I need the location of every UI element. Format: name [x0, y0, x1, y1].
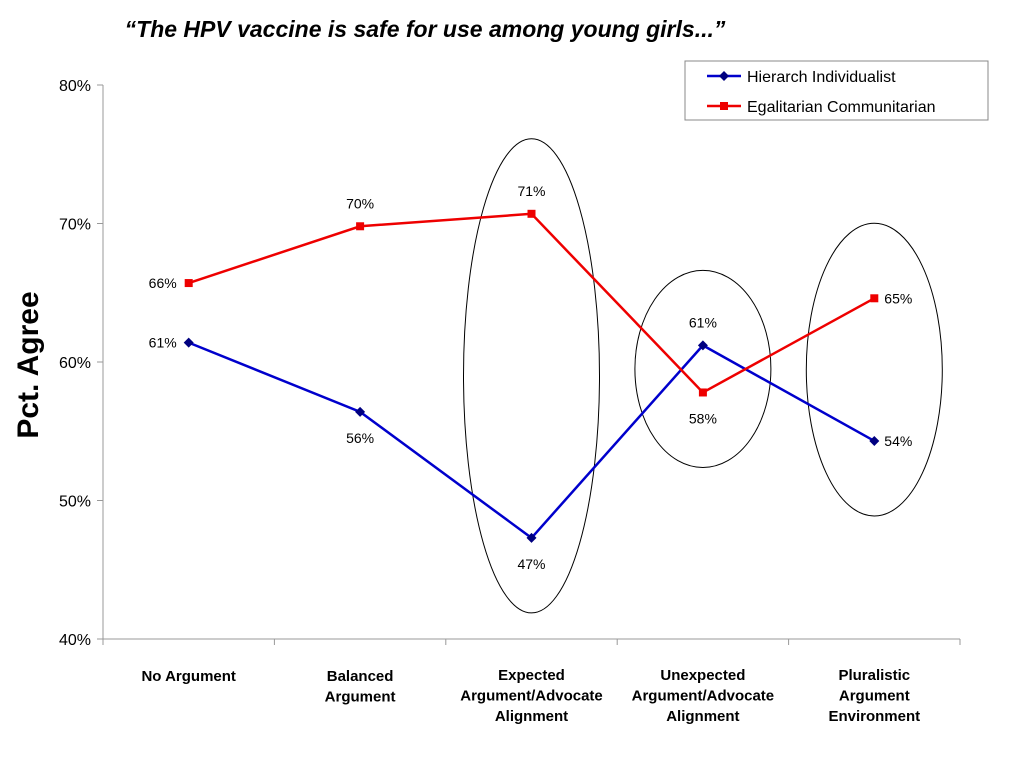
data-point [184, 279, 193, 288]
data-label: 65% [884, 290, 912, 306]
data-label: 71% [517, 183, 545, 199]
data-label: 61% [689, 314, 717, 330]
legend-entry-label: Egalitarian Communitarian [747, 99, 936, 116]
highlight-ellipse [634, 269, 772, 468]
x-tick-label: Balanced Argument [325, 668, 396, 706]
legend-entry-label: Hierarch Individualist [747, 69, 896, 86]
data-point [355, 406, 366, 417]
data-label: 58% [689, 410, 717, 426]
data-point [697, 340, 708, 351]
y-tick-label: 40% [59, 632, 91, 649]
y-axis-label: Pct. Agree [12, 291, 45, 438]
y-tick-label: 60% [59, 355, 91, 372]
y-tick-label: 70% [59, 217, 91, 234]
data-label: 54% [884, 433, 912, 449]
data-point [356, 222, 365, 231]
x-tick-label: Pluralistic Argument Environment [828, 667, 920, 725]
highlight-ellipses [463, 138, 943, 614]
series-line [188, 212, 875, 395]
x-tick-label: Expected Argument/Advocate Alignment [460, 667, 603, 725]
series-line [188, 341, 875, 540]
data-label: 66% [149, 275, 177, 291]
legend-swatch-marker [719, 71, 729, 81]
data-point [698, 388, 707, 397]
series-layer: 61% 56% 47% 61% 54% 66% 70% 71% 58% 65% [149, 183, 913, 572]
y-tick-label: 50% [59, 494, 91, 511]
data-label: 56% [346, 430, 374, 446]
data-label: 70% [346, 195, 374, 211]
category-labels: No Argument Balanced Argument Expected Argum… [141, 667, 920, 725]
chart-title: “The HPV vaccine is safe for use among y… [125, 16, 726, 42]
x-tick-label: No Argument [141, 668, 235, 685]
x-tick-label: Unexpected Argument/Advocate Alignment [632, 667, 775, 725]
data-label: 61% [149, 335, 177, 351]
axes: 40% 50% 60% 70% 80% [59, 78, 961, 649]
data-point [527, 209, 536, 218]
data-point [183, 337, 194, 348]
legend-swatch-marker [720, 102, 728, 110]
data-point [526, 532, 537, 543]
y-tick-label: 80% [59, 78, 91, 95]
data-label: 47% [517, 556, 545, 572]
data-point [869, 435, 880, 446]
data-point [870, 294, 879, 303]
highlight-ellipse [463, 138, 600, 614]
legend-box [684, 60, 989, 121]
highlight-ellipse [805, 222, 943, 517]
legend: Hierarch Individualist Egalitarian Commun… [684, 60, 989, 121]
